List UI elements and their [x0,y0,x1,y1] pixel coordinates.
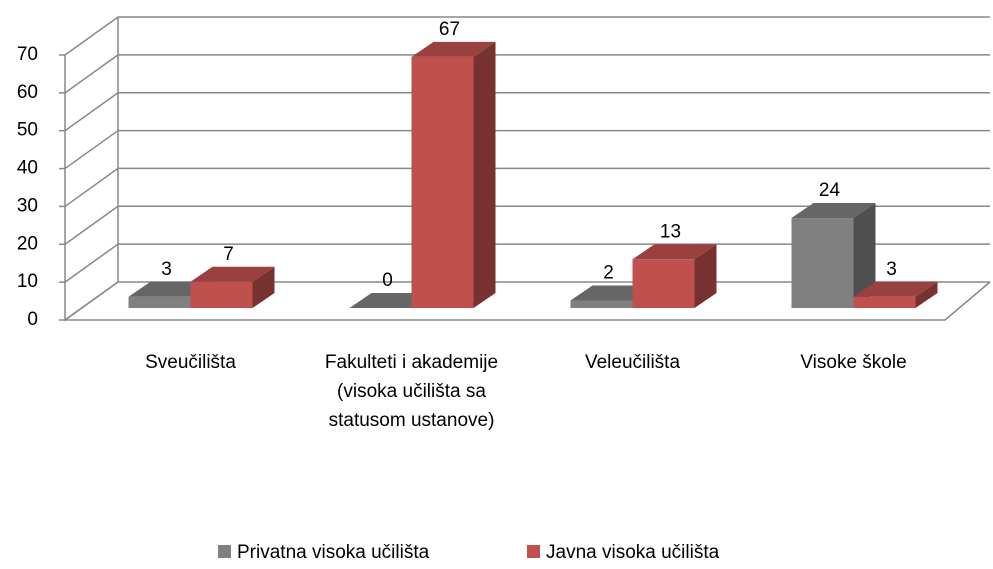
data-label: 24 [819,180,841,201]
bar-side [694,244,717,308]
x-tick-label: Fakulteti i akademije (visoka učilišta s… [324,352,499,431]
bar-front [411,56,474,308]
grid-line [64,205,990,245]
grid-line [64,167,990,208]
data-label: 13 [660,221,681,242]
x-tick-label: Veleučilišta [584,352,681,373]
y-tick-label: 70 [17,44,38,65]
y-tick-label: 50 [17,120,38,141]
y-tick-label: 30 [17,195,38,216]
y-tick-label: 20 [17,233,38,254]
bar-side [473,41,496,309]
y-tick-label: 60 [17,82,38,103]
floor-edge [65,281,991,321]
bar-front [853,296,916,308]
bar-top [791,203,876,219]
bar-top [411,41,496,57]
grid-line [64,16,990,56]
x-tick-label: Visoke škole [800,352,907,373]
data-label: 7 [223,244,234,265]
y-tick-label: 0 [27,309,38,330]
bar-side [252,266,275,308]
bar-top [632,244,717,260]
bar-front [632,259,695,308]
legend-swatch [218,545,231,558]
y-tick-label: 10 [17,271,38,292]
bar-front [190,281,253,308]
legend-label: Privatna visoka učilišta [237,542,430,563]
data-label: 2 [603,263,614,284]
grid-line [64,129,990,170]
y-tick-label: 40 [17,158,38,179]
grid-line [64,54,990,94]
data-label: 3 [161,259,172,280]
bar-top [853,281,938,297]
data-label: 3 [886,259,897,280]
x-tick-label: Sveučilišta [145,352,236,373]
legend-swatch [527,545,540,558]
data-label: 67 [439,19,460,40]
bar-front [570,300,633,308]
grid-line [64,91,990,132]
bar-side [915,281,938,308]
bar-front [128,296,191,308]
bar-side [853,203,876,308]
bar-front [791,218,854,308]
bar-top [190,266,275,282]
grid-line [64,243,990,283]
data-label: 0 [382,270,393,291]
legend-label: Javna visoka učilišta [546,542,720,563]
